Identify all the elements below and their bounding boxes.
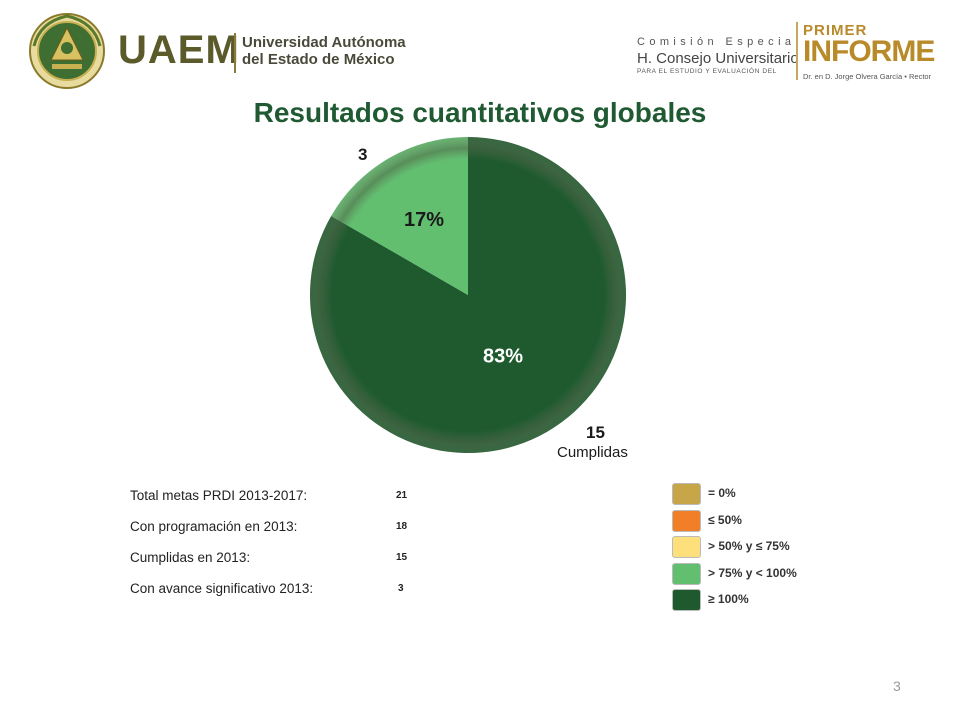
university-name-line2: del Estado de México: [242, 51, 395, 68]
stat-value: 15: [396, 552, 408, 563]
page-number: 3: [893, 678, 901, 694]
stat-row-significant: Con avance significativo 2013: 3: [130, 575, 430, 606]
legend-item: > 75% y < 100%: [672, 562, 832, 589]
legend-item: = 0%: [672, 482, 832, 509]
legend-label: ≥ 100%: [708, 592, 749, 606]
slice-count-label: 15: [586, 423, 605, 442]
pie-rim-shadow: [310, 137, 626, 453]
legend-label: = 0%: [708, 486, 736, 500]
uaem-acronym: UAEM: [118, 28, 240, 72]
stat-row-completed: Cumplidas en 2013: 15: [130, 544, 430, 575]
legend-swatch: [672, 483, 701, 505]
legend-item: ≥ 100%: [672, 588, 832, 615]
stat-row-total: Total metas PRDI 2013-2017: 21: [130, 482, 430, 513]
commission-line3: PARA EL ESTUDIO Y EVALUACIÓN DEL: [637, 68, 777, 75]
stat-label: Con avance significativo 2013:: [130, 581, 314, 596]
header-divider: [796, 22, 798, 80]
report-primer: PRIMER: [803, 22, 868, 39]
report-rector: Dr. en D. Jorge Olvera García • Rector: [803, 72, 932, 81]
uaem-seal-icon: [29, 13, 105, 89]
legend-label: > 50% y ≤ 75%: [708, 539, 790, 553]
stat-row-programmed: Con programación en 2013: 18: [130, 513, 430, 544]
logo-divider: [234, 33, 236, 73]
commission-line1: Comisión Especial: [637, 36, 803, 48]
stat-label: Con programación en 2013:: [130, 519, 298, 534]
legend-item: > 50% y ≤ 75%: [672, 535, 832, 562]
legend-item: ≤ 50%: [672, 509, 832, 536]
stat-value: 21: [396, 490, 408, 501]
pie-chart: 83% 17% 15 Cumplidas 3: [309, 137, 628, 461]
stat-value: 18: [396, 521, 408, 532]
slice-count-label: 3: [358, 145, 367, 164]
slice-category-label: Cumplidas: [557, 444, 628, 461]
university-name-line1: Universidad Autónoma: [242, 34, 406, 51]
university-name: Universidad Autónoma del Estado de Méxic…: [242, 34, 406, 68]
stat-label: Cumplidas en 2013:: [130, 550, 251, 565]
report-informe: INFORME: [803, 35, 935, 68]
legend-swatch: [672, 509, 701, 532]
stat-label: Total metas PRDI 2013-2017:: [130, 488, 308, 503]
legend-swatch: [672, 589, 701, 611]
legend-label: ≤ 50%: [708, 512, 742, 527]
legend-swatch: [672, 562, 701, 585]
stat-value: 3: [398, 583, 404, 594]
page-title: Resultados cuantitativos globales: [253, 97, 707, 128]
slice-percent-label: 83%: [483, 346, 523, 368]
header: UAEM Universidad Autónoma del Estado de …: [0, 0, 960, 95]
legend: = 0% ≤ 50% > 50% y ≤ 75% > 75% y < 100% …: [672, 482, 832, 615]
commission-line2: H. Consejo Universitario: [637, 50, 799, 67]
stats-list: Total metas PRDI 2013-2017: 21 Con progr…: [130, 482, 430, 606]
legend-swatch: [672, 536, 701, 558]
slice-percent-label: 17%: [404, 209, 444, 231]
legend-label: > 75% y < 100%: [708, 565, 797, 580]
